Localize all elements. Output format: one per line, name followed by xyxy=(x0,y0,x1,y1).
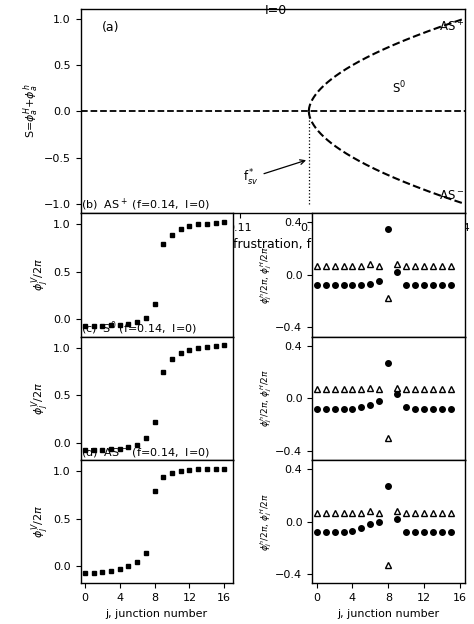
Text: AS$^-$: AS$^-$ xyxy=(439,189,465,202)
X-axis label: j, junction number: j, junction number xyxy=(106,609,208,619)
Y-axis label: $\phi_j^h$/2$\pi$, $\phi_j^H$/2$\pi$: $\phi_j^h$/2$\pi$, $\phi_j^H$/2$\pi$ xyxy=(258,246,274,304)
Text: S$^0$: S$^0$ xyxy=(392,80,406,96)
Y-axis label: $\phi_j^V$/2$\pi$: $\phi_j^V$/2$\pi$ xyxy=(30,505,52,539)
Text: f$_{sv}^*$: f$_{sv}^*$ xyxy=(243,160,305,188)
Text: (d)  AS$^-$ (f=0.14,  I=0): (d) AS$^-$ (f=0.14, I=0) xyxy=(81,446,210,459)
Text: (b)  AS$^+$ (f=0.14,  I=0): (b) AS$^+$ (f=0.14, I=0) xyxy=(81,197,210,213)
Text: AS$^+$: AS$^+$ xyxy=(439,19,465,34)
Y-axis label: $\phi_j^h$/2$\pi$, $\phi_j^H$/2$\pi$: $\phi_j^h$/2$\pi$, $\phi_j^H$/2$\pi$ xyxy=(258,493,274,550)
X-axis label: frustration, f: frustration, f xyxy=(234,238,311,251)
X-axis label: j, junction number: j, junction number xyxy=(337,609,439,619)
Y-axis label: $\phi_j^V$/2$\pi$: $\phi_j^V$/2$\pi$ xyxy=(30,382,52,415)
Text: (c)  S$^0$ (f=0.14,  I=0): (c) S$^0$ (f=0.14, I=0) xyxy=(81,319,197,336)
Y-axis label: S=$\phi_a^H$+$\phi_a^h$: S=$\phi_a^H$+$\phi_a^h$ xyxy=(21,84,41,139)
Y-axis label: $\phi_j^h$/2$\pi$, $\phi_j^H$/2$\pi$: $\phi_j^h$/2$\pi$, $\phi_j^H$/2$\pi$ xyxy=(258,369,274,427)
Text: I=0: I=0 xyxy=(265,4,287,17)
Text: (a): (a) xyxy=(102,21,120,34)
Y-axis label: $\phi_j^V$/2$\pi$: $\phi_j^V$/2$\pi$ xyxy=(30,258,52,291)
